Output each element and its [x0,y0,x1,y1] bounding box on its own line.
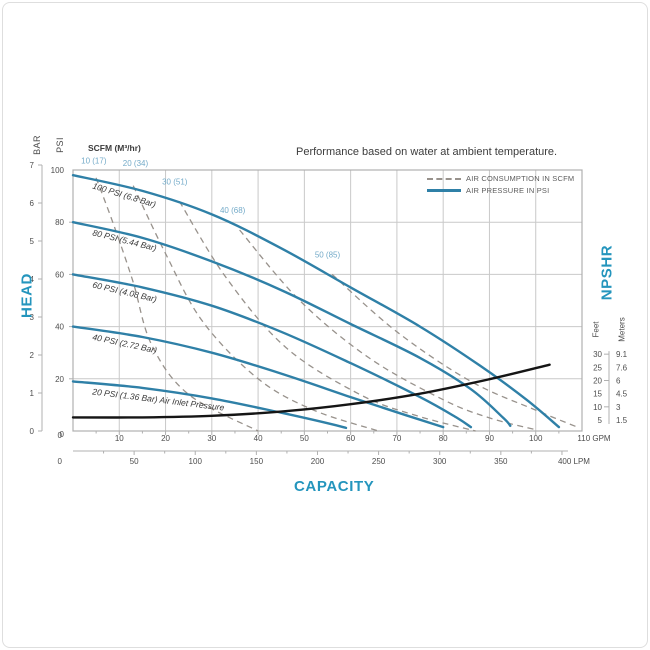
gpm-tick-label: 40 [254,434,263,443]
air-pressure-curve-label-1: 80 PSI (5.44 Bar) [92,227,158,253]
scfm-label-3: 40 (68) [220,206,246,215]
meters-tick-label: 6 [616,376,621,385]
gpm-tick-label: 50 [300,434,309,443]
air-pressure-curve-3 [71,325,445,429]
bar-tick-label: 6 [30,199,35,208]
lpm-tick-label: 0 [58,457,63,466]
meters-tick-label: 4.5 [616,390,628,399]
scfm-labels: 10 (17) 20 (34) 30 (51) 40 (68) 50 (85) [81,156,340,259]
left-axis: 0 1 2 3 4 5 6 7 0 20 40 60 80 100 [30,161,73,439]
feet-tick-label: 15 [593,390,602,399]
legend-label-air-pressure: AIR PRESSURE IN PSI [466,186,550,195]
gpm-tick-label: 10 [115,434,124,443]
psi-tick-label: 100 [51,166,65,175]
lpm-tick-label: 150 [250,457,264,466]
legend: AIR CONSUMPTION IN SCFM AIR PRESSURE IN … [427,174,574,195]
psi-tick-label: 60 [55,270,64,279]
feet-tick-label: 25 [593,363,602,372]
capacity-axis-title: CAPACITY [294,478,375,495]
feet-axis-label: Feet [591,321,601,338]
lpm-tick-label: 200 [311,457,325,466]
scfm-label-0: 10 (17) [81,156,107,165]
lpm-tick-label: 250 [372,457,386,466]
feet-tick-label: 20 [593,376,602,385]
bar-axis-label: BAR [32,135,42,155]
meters-tick-label: 3 [616,403,621,412]
air-pressure-curve-1 [71,221,512,427]
meters-tick-label: 1.5 [616,416,628,425]
bar-tick-label: 7 [30,161,35,170]
curve-labels: 100 PSI (6.8 Bar)80 PSI (5.44 Bar)60 PSI… [91,181,225,413]
npshr-curve [71,363,551,419]
npshr-axis-title: NPSHR [598,244,616,301]
feet-tick-label: 5 [598,416,603,425]
air-consumption-line-2 [178,200,476,432]
chart-title: Performance based on water at ambient te… [296,146,558,158]
psi-tick-label: 80 [55,218,64,227]
air-consumption-line-3 [239,229,536,431]
gpm-axis-unit-label: 110 GPM [577,434,611,443]
scfm-header: SCFM (M³/hr) [88,143,141,153]
psi-tick-label: 40 [55,323,64,332]
gpm-tick-label: 30 [207,434,216,443]
air-pressure-curve-4 [71,380,348,430]
gpm-axis: 0 10 20 30 40 50 60 70 80 90 100 110 GPM [58,431,611,443]
legend-item-air-pressure: AIR PRESSURE IN PSI [427,186,574,195]
air-consumption-line-0 [95,177,259,432]
meters-tick-label: 9.1 [616,350,628,359]
air-pressure-curve-label-3: 40 PSI (2.72 Bar) [92,332,158,355]
scfm-label-1: 20 (34) [123,159,149,168]
gpm-tick-label: 80 [439,434,448,443]
gpm-tick-label: 20 [161,434,170,443]
air-pressure-curve-0 [71,174,561,429]
feet-tick-label: 30 [593,350,602,359]
air-consumption-line-1 [132,185,379,432]
head-axis-title: HEAD [18,273,36,318]
psi-tick-label: 0 [60,430,65,439]
scfm-label-4: 50 (85) [315,250,341,259]
psi-tick-label: 20 [55,375,64,384]
air-pressure-curve-2 [71,273,473,429]
legend-item-air-consumption: AIR CONSUMPTION IN SCFM [427,174,574,183]
lpm-tick-label: 50 [130,457,139,466]
bar-tick-label: 4 [30,275,35,284]
gpm-tick-label: 70 [392,434,401,443]
bar-tick-label: 0 [30,427,35,436]
solid-line-sample-icon [427,189,461,192]
gpm-tick-label: 60 [346,434,355,443]
air-pressure-curve-label-0: 100 PSI (6.8 Bar) [91,181,157,210]
scfm-label-2: 30 (51) [162,177,188,186]
lpm-axis: 0 50 100 150 200 250 300 350 400 LPM [58,450,590,466]
lpm-axis-unit-label: 400 LPM [558,457,590,466]
npshr-scale: 30 9.1 25 7.6 20 6 15 4.5 10 3 5 1.5 [593,350,628,425]
bar-tick-label: 1 [30,389,35,398]
legend-label-air-consumption: AIR CONSUMPTION IN SCFM [466,174,575,183]
feet-tick-label: 10 [593,403,602,412]
lpm-tick-label: 300 [433,457,447,466]
bar-tick-label: 2 [30,351,35,360]
bar-tick-label: 3 [30,313,35,322]
psi-axis-label: PSI [55,137,65,153]
bar-tick-label: 5 [30,237,35,246]
gpm-tick-label: 100 [529,434,543,443]
meters-tick-label: 7.6 [616,363,628,372]
air-pressure-curves [71,174,561,430]
gpm-tick-label: 90 [485,434,494,443]
meters-axis-label: Meters [617,317,627,342]
gpm-tick-label: 0 [58,431,63,440]
lpm-tick-label: 100 [189,457,203,466]
dashed-line-sample-icon [427,177,461,180]
lpm-tick-label: 350 [494,457,508,466]
